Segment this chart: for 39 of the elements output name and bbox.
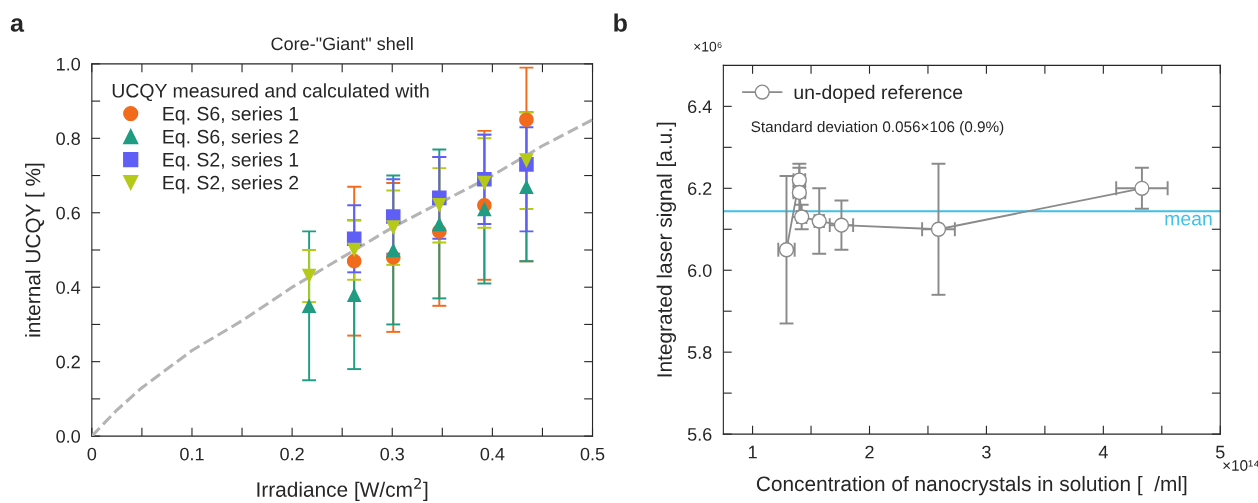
annotation: Standard deviation 0.056×106 (0.9%) <box>751 120 1004 136</box>
x-tick-label: 0.3 <box>380 447 404 461</box>
legend-label: Eq. S2, series 2 <box>163 175 299 194</box>
y-tick-label: 0.0 <box>56 430 81 443</box>
legend-title: UCQY measured and calculated with <box>112 83 429 102</box>
y-axis-title: internal UCQY [ %] <box>25 163 45 337</box>
x-tick-label: 5 <box>1215 445 1225 459</box>
x-tick-label: 0.2 <box>280 447 304 461</box>
y-tick-label: 5.8 <box>687 346 712 359</box>
x-tick-label: 1 <box>748 445 757 459</box>
y-tick-label: 6.4 <box>688 100 712 114</box>
y-tick-label: 6.2 <box>688 182 712 196</box>
x-tick-label: 3 <box>982 445 991 459</box>
text: ×10¹⁴ <box>1223 460 1258 471</box>
text: a <box>10 18 25 32</box>
x-axis-title: Concentration of nanocrystals in solution [ /ml] <box>756 475 1187 496</box>
y-tick-label: 6.0 <box>688 264 712 277</box>
legend-label: Eq. S2, series 1 <box>163 152 299 171</box>
legend-label: un-doped reference <box>794 84 963 103</box>
legend-label: Eq. S6, series 1 <box>163 106 299 125</box>
x-tick-label: 0.5 <box>580 447 605 461</box>
y-tick-label: 0.2 <box>56 355 80 369</box>
text: ×10⁶ <box>694 41 722 52</box>
x-axis-title: Irradiance [W/cm$^{2}$] <box>257 477 428 502</box>
text: b <box>614 13 627 32</box>
x-tick-label: 0 <box>87 447 97 461</box>
legend-label: Eq. S6, series 2 <box>163 129 299 148</box>
chart-title: Core-"Giant" shell <box>271 36 413 51</box>
y-tick-label: 0.6 <box>56 206 80 220</box>
y-tick-label: 0.4 <box>56 281 81 294</box>
y-axis-title: Integrated laser signal [a.u.] <box>656 122 677 377</box>
x-tick-label: 0.4 <box>480 447 505 461</box>
x-tick-label: 0.1 <box>180 447 204 461</box>
x-tick-label: 2 <box>865 445 874 459</box>
ref-line-label: mean <box>1165 214 1212 226</box>
y-tick-label: 1.0 <box>57 57 81 71</box>
y-tick-label: 0.8 <box>56 132 80 146</box>
y-tick-label: 5.6 <box>687 428 712 441</box>
x-tick-label: 4 <box>1098 445 1108 459</box>
